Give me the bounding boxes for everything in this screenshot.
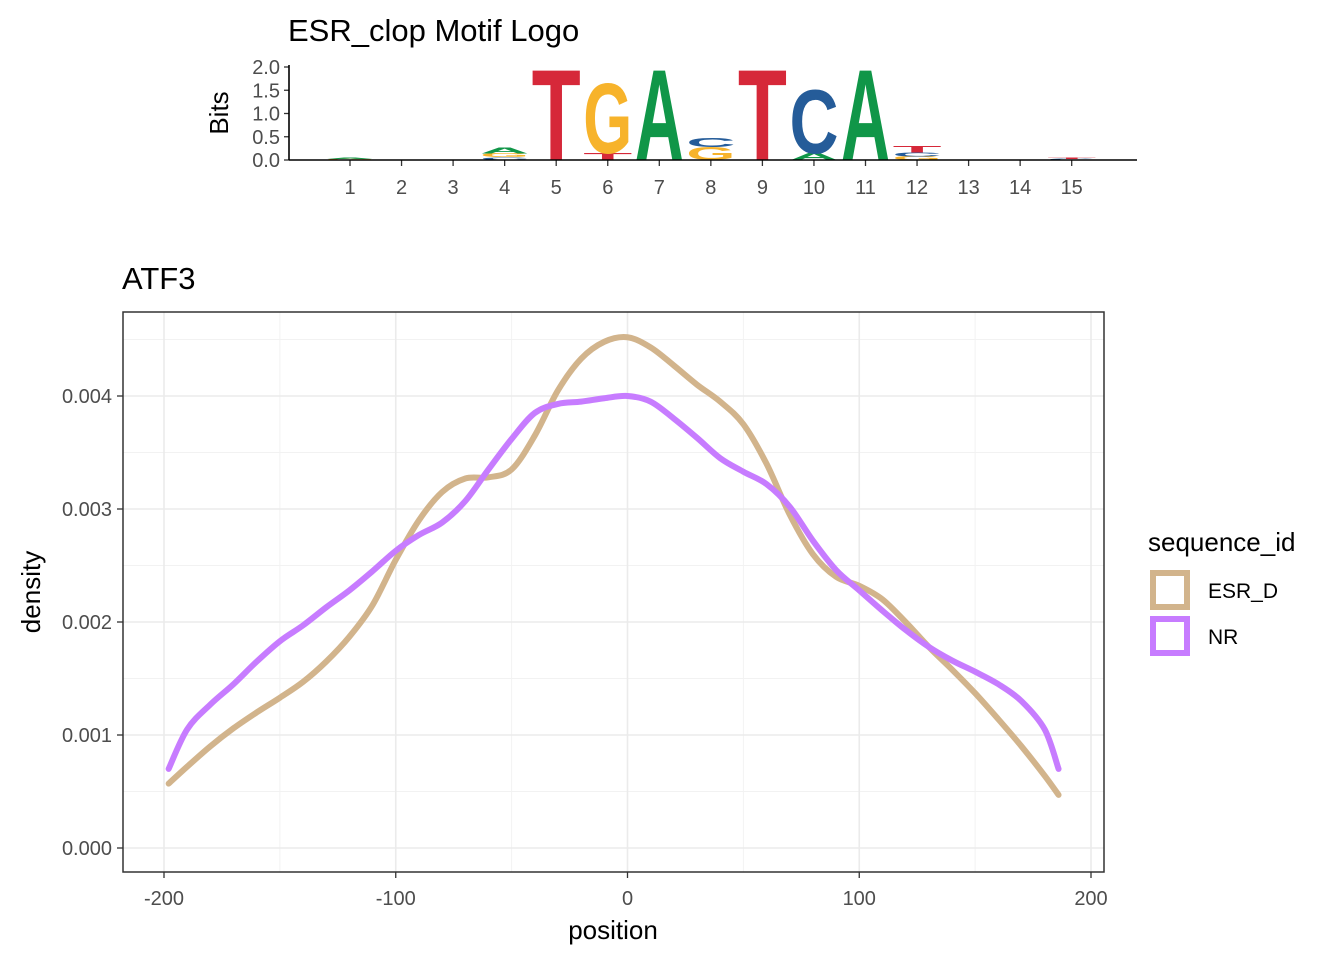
logo-x-tick-label: 13 bbox=[957, 177, 979, 199]
legend-label-esr-d: ESR_D bbox=[1208, 580, 1278, 603]
series-line-nr bbox=[165, 392, 1062, 772]
density-y-tick-label: 0.001 bbox=[62, 725, 112, 747]
logo-y-tick-label: 0.5 bbox=[252, 127, 280, 149]
density-y-tick-label: 0.003 bbox=[62, 499, 112, 521]
density-panel: ATF3 0.000 0.001 0.002 0.003 0.004 -200 -100 0… bbox=[16, 261, 1108, 945]
legend-key-nr bbox=[1150, 616, 1190, 656]
density-x-ticks: -200 -100 0 100 200 bbox=[144, 872, 1108, 910]
density-x-tick-label: -100 bbox=[376, 888, 416, 910]
legend: sequence_id ESR_D NR bbox=[1148, 527, 1295, 656]
logo-letter-c-pos-10: C bbox=[789, 70, 838, 172]
logo-letter-g-pos-6: G bbox=[583, 62, 632, 175]
logo-y-ticks: 0.00.51.01.52.0 bbox=[252, 57, 289, 172]
logo-x-tick-label: 15 bbox=[1061, 177, 1083, 199]
density-x-tick-label: -200 bbox=[144, 888, 184, 910]
logo-title: ESR_clop Motif Logo bbox=[288, 13, 579, 48]
legend-title: sequence_id bbox=[1148, 527, 1295, 557]
logo-y-tick-label: 0.0 bbox=[252, 150, 280, 172]
logo-letter-t-pos-15: T bbox=[1047, 158, 1096, 159]
logo-x-tick-label: 4 bbox=[499, 177, 510, 199]
density-y-ticks: 0.000 0.001 0.002 0.003 0.004 bbox=[62, 386, 123, 860]
logo-y-axis-label: Bits bbox=[204, 91, 234, 134]
series-line-esr-d bbox=[165, 334, 1062, 798]
density-y-axis-label: density bbox=[16, 551, 46, 633]
logo-letter-stacks: GACGATTGAGCTACAGCTCT bbox=[325, 42, 1096, 188]
density-y-tick-label: 0.002 bbox=[62, 612, 112, 634]
logo-x-tick-label: 8 bbox=[705, 177, 716, 199]
density-x-tick-label: 100 bbox=[843, 888, 876, 910]
logo-x-tick-label: 10 bbox=[803, 177, 825, 199]
logo-letter-g-pos-4: G bbox=[480, 153, 529, 159]
logo-letter-a-pos-10: A bbox=[789, 151, 838, 162]
logo-x-tick-label: 11 bbox=[855, 177, 876, 199]
logo-x-tick-label: 14 bbox=[1009, 177, 1031, 199]
density-x-axis-label: position bbox=[568, 915, 658, 945]
plot-border bbox=[122, 311, 1105, 873]
density-y-tick-label: 0.004 bbox=[62, 386, 112, 408]
legend-key-esr-d bbox=[1150, 570, 1190, 610]
density-y-tick-label: 0.000 bbox=[62, 838, 112, 860]
logo-x-tick-label: 7 bbox=[654, 177, 665, 199]
logo-letter-a-pos-7: A bbox=[635, 42, 684, 187]
logo-letter-c-pos-8: C bbox=[686, 136, 735, 150]
density-gridlines bbox=[123, 312, 1104, 872]
logo-x-tick-label: 2 bbox=[396, 177, 407, 199]
logo-y-tick-label: 1.5 bbox=[252, 80, 280, 102]
logo-x-tick-label: 9 bbox=[757, 177, 768, 199]
logo-letter-g-pos-8: G bbox=[686, 144, 735, 164]
logo-letter-t-pos-12: T bbox=[893, 144, 942, 154]
logo-letter-t-pos-9: T bbox=[738, 42, 787, 188]
logo-letter-c-pos-12: C bbox=[893, 152, 942, 158]
logo-letter-t-pos-5: T bbox=[532, 42, 581, 188]
logo-x-tick-label: 6 bbox=[602, 177, 613, 199]
logo-y-tick-label: 1.0 bbox=[252, 104, 280, 126]
legend-label-nr: NR bbox=[1208, 626, 1238, 649]
density-x-tick-label: 0 bbox=[622, 888, 633, 910]
density-title: ATF3 bbox=[122, 261, 196, 296]
logo-letter-c-pos-4: C bbox=[480, 157, 529, 161]
motif-logo-panel: ESR_clop Motif Logo Bits 0.00.51.01.52.0… bbox=[204, 13, 1137, 199]
logo-letter-t-pos-6: T bbox=[583, 151, 632, 162]
logo-x-tick-label: 1 bbox=[344, 177, 355, 199]
density-series bbox=[165, 334, 1062, 798]
logo-x-tick-label: 5 bbox=[551, 177, 562, 199]
logo-x-tick-label: 3 bbox=[448, 177, 459, 199]
logo-letter-g-pos-12: G bbox=[893, 155, 942, 161]
density-x-tick-label: 200 bbox=[1074, 888, 1107, 910]
logo-letter-a-pos-4: A bbox=[480, 147, 529, 156]
logo-letter-a-pos-1: A bbox=[325, 158, 374, 159]
logo-x-tick-label: 12 bbox=[906, 177, 928, 199]
logo-letter-a-pos-11: A bbox=[841, 42, 890, 187]
legend-items: ESR_D NR bbox=[1150, 570, 1278, 656]
logo-x-ticks: 1 2 3 4 5 6 7 8 9 10 11 12 13 14 15 bbox=[344, 160, 1083, 199]
logo-y-tick-label: 2.0 bbox=[252, 57, 280, 79]
